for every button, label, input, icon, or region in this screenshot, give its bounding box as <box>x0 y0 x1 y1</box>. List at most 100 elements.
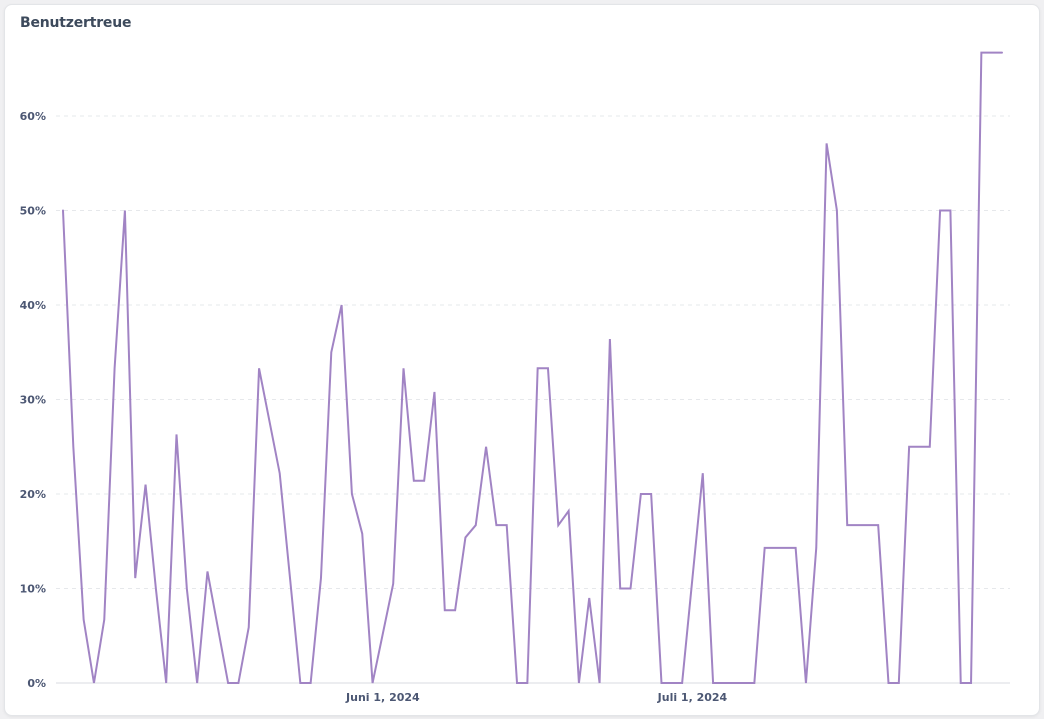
data-point[interactable] <box>968 680 974 686</box>
data-point[interactable] <box>421 478 427 484</box>
data-point[interactable] <box>658 680 664 686</box>
y-axis: 0% 10% 20% 30% 40% 50% 60% <box>20 110 46 690</box>
chart-title[interactable]: Benutzertreue <box>20 15 132 31</box>
data-point[interactable] <box>597 680 603 686</box>
data-point[interactable] <box>194 680 200 686</box>
data-point[interactable] <box>308 680 314 686</box>
data-point[interactable] <box>844 522 850 528</box>
data-point[interactable] <box>762 545 768 551</box>
data-point[interactable] <box>143 482 149 488</box>
data-point[interactable] <box>566 508 572 514</box>
data-point[interactable] <box>524 680 530 686</box>
data-point[interactable] <box>638 491 644 497</box>
data-point[interactable] <box>174 431 180 437</box>
data-point[interactable] <box>555 522 561 528</box>
data-point[interactable] <box>370 680 376 686</box>
data-point[interactable] <box>493 522 499 528</box>
data-point[interactable] <box>813 545 819 551</box>
data-point[interactable] <box>669 680 675 686</box>
data-point[interactable] <box>545 365 551 371</box>
data-point[interactable] <box>132 575 138 581</box>
data-point[interactable] <box>906 444 912 450</box>
data-point[interactable] <box>885 680 891 686</box>
data-point[interactable] <box>504 522 510 528</box>
data-point[interactable] <box>60 208 66 214</box>
data-point[interactable] <box>462 534 468 540</box>
data-point[interactable] <box>875 522 881 528</box>
data-point[interactable] <box>989 50 995 56</box>
data-point[interactable] <box>937 208 943 214</box>
data-point[interactable] <box>576 680 582 686</box>
data-point[interactable] <box>958 680 964 686</box>
data-point[interactable] <box>184 586 190 592</box>
data-point[interactable] <box>401 365 407 371</box>
data-point[interactable] <box>411 478 417 484</box>
data-point[interactable] <box>246 624 252 630</box>
data-point[interactable] <box>473 522 479 528</box>
data-point[interactable] <box>710 680 716 686</box>
chart-card: Benutzertreue <box>4 4 1040 716</box>
data-point[interactable] <box>452 607 458 613</box>
data-point[interactable] <box>689 575 695 581</box>
data-point[interactable] <box>483 444 489 450</box>
data-point[interactable] <box>700 470 706 476</box>
point-layer <box>60 50 1005 686</box>
data-point[interactable] <box>349 491 355 497</box>
data-point[interactable] <box>782 545 788 551</box>
x-axis: Juni 1, 2024 Juli 1, 2024 <box>345 691 728 704</box>
data-point[interactable] <box>607 336 613 342</box>
data-point[interactable] <box>617 586 623 592</box>
data-point[interactable] <box>235 680 241 686</box>
data-point[interactable] <box>947 208 953 214</box>
data-point[interactable] <box>204 568 210 574</box>
data-point[interactable] <box>793 545 799 551</box>
data-point[interactable] <box>916 444 922 450</box>
data-point[interactable] <box>339 302 345 308</box>
data-point[interactable] <box>215 624 221 630</box>
data-point[interactable] <box>855 522 861 528</box>
data-point[interactable] <box>927 444 933 450</box>
data-point[interactable] <box>297 680 303 686</box>
data-point[interactable] <box>834 208 840 214</box>
data-point[interactable] <box>225 680 231 686</box>
data-point[interactable] <box>628 586 634 592</box>
y-tick-label: 50% <box>20 205 46 218</box>
data-point[interactable] <box>978 50 984 56</box>
data-point[interactable] <box>865 522 871 528</box>
data-point[interactable] <box>731 680 737 686</box>
data-point[interactable] <box>390 581 396 587</box>
data-point[interactable] <box>720 680 726 686</box>
data-point[interactable] <box>751 680 757 686</box>
data-point[interactable] <box>101 617 107 623</box>
data-point[interactable] <box>741 680 747 686</box>
data-point[interactable] <box>679 680 685 686</box>
data-point[interactable] <box>535 365 541 371</box>
x-tick-label: Juni 1, 2024 <box>345 691 420 704</box>
data-point[interactable] <box>648 491 654 497</box>
series-line[interactable] <box>62 51 1003 684</box>
data-point[interactable] <box>586 595 592 601</box>
data-point[interactable] <box>328 349 334 355</box>
data-point[interactable] <box>318 575 324 581</box>
data-point[interactable] <box>999 50 1005 56</box>
data-point[interactable] <box>163 680 169 686</box>
data-point[interactable] <box>431 389 437 395</box>
data-point[interactable] <box>81 617 87 623</box>
data-point[interactable] <box>122 208 128 214</box>
data-point[interactable] <box>91 680 97 686</box>
data-point[interactable] <box>112 365 118 371</box>
grid-layer <box>56 115 1010 684</box>
data-point[interactable] <box>803 680 809 686</box>
data-point[interactable] <box>70 444 76 450</box>
data-point[interactable] <box>824 140 830 146</box>
data-point[interactable] <box>256 365 262 371</box>
data-point[interactable] <box>359 531 365 537</box>
data-point[interactable] <box>442 607 448 613</box>
data-point[interactable] <box>514 680 520 686</box>
data-point[interactable] <box>153 586 159 592</box>
y-tick-label: 10% <box>20 583 46 596</box>
y-tick-label: 40% <box>20 299 46 312</box>
data-point[interactable] <box>277 470 283 476</box>
data-point[interactable] <box>772 545 778 551</box>
data-point[interactable] <box>896 680 902 686</box>
